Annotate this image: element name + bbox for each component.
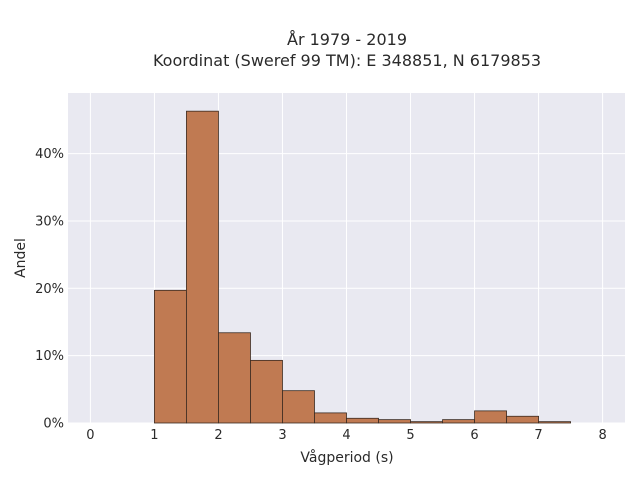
histogram-bar bbox=[346, 417, 379, 424]
x-tick-label: 0 bbox=[86, 428, 94, 443]
y-axis-ticks: 0% 10% 20% 30% 40% bbox=[35, 147, 64, 431]
x-axis-ticks: 0 1 2 3 4 5 6 7 8 bbox=[86, 428, 606, 443]
chart-title-line-2: Koordinat (Sweref 99 TM): E 348851, N 61… bbox=[153, 51, 541, 70]
y-tick-label: 10% bbox=[35, 349, 64, 364]
histogram-bar bbox=[410, 421, 443, 424]
x-axis-label: Vågperiod (s) bbox=[300, 449, 393, 466]
histogram-bar bbox=[282, 390, 315, 424]
x-tick-label: 4 bbox=[342, 428, 350, 443]
histogram-bar bbox=[538, 421, 571, 424]
y-tick-label: 20% bbox=[35, 282, 64, 297]
x-tick-label: 5 bbox=[406, 428, 414, 443]
y-tick-label: 30% bbox=[35, 214, 64, 229]
histogram-bar bbox=[314, 412, 347, 424]
x-tick-label: 8 bbox=[598, 428, 606, 443]
histogram-bar bbox=[186, 110, 219, 424]
chart-title-line-1: År 1979 - 2019 bbox=[287, 30, 407, 49]
y-tick-label: 40% bbox=[35, 147, 64, 162]
histogram-bar bbox=[250, 359, 283, 424]
x-tick-label: 2 bbox=[214, 428, 222, 443]
histogram-bar bbox=[154, 289, 187, 424]
x-tick-label: 3 bbox=[278, 428, 286, 443]
x-tick-label: 6 bbox=[470, 428, 478, 443]
y-axis-label: Andel bbox=[13, 238, 29, 278]
histogram-bars bbox=[154, 110, 571, 424]
histogram-bar bbox=[506, 415, 539, 424]
histogram-bar bbox=[378, 419, 411, 424]
histogram-bar bbox=[442, 419, 475, 424]
histogram-bar bbox=[474, 410, 507, 424]
x-tick-label: 7 bbox=[534, 428, 542, 443]
x-tick-label: 1 bbox=[150, 428, 158, 443]
histogram-bar bbox=[218, 332, 251, 424]
y-tick-label: 0% bbox=[43, 417, 64, 432]
